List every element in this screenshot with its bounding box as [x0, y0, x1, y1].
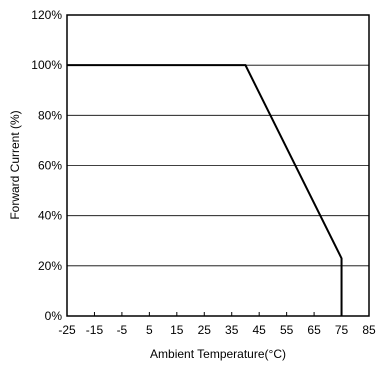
- y-tick-label: 80%: [38, 108, 62, 122]
- x-tick-label: 15: [170, 323, 184, 337]
- y-tick-label: 120%: [31, 8, 62, 22]
- x-tick-label: -25: [58, 323, 76, 337]
- y-tick-label: 60%: [38, 159, 62, 173]
- y-tick-label: 0%: [45, 309, 63, 323]
- x-tick-label: 35: [225, 323, 239, 337]
- x-tick-label: 45: [253, 323, 267, 337]
- x-tick-label: -5: [117, 323, 128, 337]
- x-ticks: -25 -15 -5 5 15 25 35 45 55 65 75 85: [58, 312, 376, 337]
- x-tick-label: 5: [146, 323, 153, 337]
- x-tick-label: 85: [362, 323, 376, 337]
- x-tick-label: 65: [307, 323, 321, 337]
- y-tick-label: 20%: [38, 259, 62, 273]
- data-series: [67, 64, 343, 316]
- y-tick-label: 100%: [31, 58, 62, 72]
- gridlines: [67, 64, 369, 267]
- y-axis-title: Forward Current (%): [8, 110, 22, 219]
- x-tick-label: 55: [280, 323, 294, 337]
- series-line-0: [67, 64, 343, 316]
- y-tick-label: 40%: [38, 209, 62, 223]
- y-tick-labels: 0% 20% 40% 60% 80% 100% 120%: [31, 8, 62, 323]
- x-tick-label: 25: [198, 323, 212, 337]
- x-tick-label: 75: [335, 323, 349, 337]
- x-axis-title: Ambient Temperature(°C): [150, 347, 286, 361]
- plot-frame: [66, 14, 370, 317]
- x-tick-label: -15: [86, 323, 104, 337]
